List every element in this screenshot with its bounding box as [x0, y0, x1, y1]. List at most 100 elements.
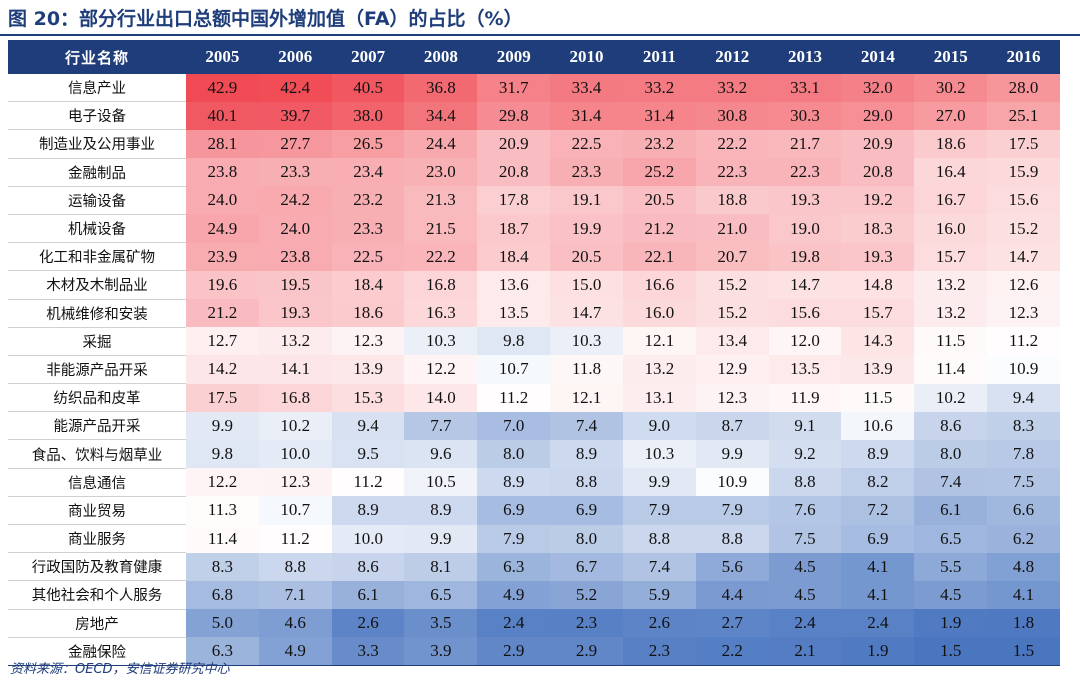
row-label: 能源产品开采: [8, 411, 186, 441]
heat-cell: 21.0: [695, 214, 769, 243]
heat-cell: 8.9: [550, 439, 623, 469]
heat-cell: 22.5: [331, 242, 405, 271]
heat-cell: 15.0: [550, 270, 623, 299]
heat-cell: 12.0: [768, 327, 842, 356]
heat-cell: 17.5: [987, 129, 1060, 159]
heat-cell: 1.9: [841, 637, 915, 666]
heat-cell: 12.1: [550, 383, 623, 412]
heat-cell: 11.2: [477, 383, 551, 412]
heat-cell: 38.0: [331, 101, 405, 130]
row-label: 信息产业: [8, 74, 186, 103]
heat-cell: 23.8: [186, 158, 259, 187]
heat-cell: 19.3: [768, 186, 842, 215]
row-label: 金融保险: [8, 637, 186, 666]
heat-cell: 16.3: [404, 299, 478, 328]
heat-cell: 40.1: [186, 101, 259, 130]
heat-cell: 15.2: [987, 214, 1060, 243]
row-label: 商业服务: [8, 524, 186, 554]
heat-cell: 9.8: [186, 439, 259, 469]
heat-cell: 8.9: [331, 496, 405, 525]
row-label: 金融制品: [8, 158, 186, 187]
heat-cell: 9.8: [477, 327, 551, 356]
table-row: 金融保险 6.3 4.9 3.3 3.9 2.9 2.9 2.3 2.2 2.1 1.9 1.5 1.5: [8, 637, 1060, 666]
heat-cell: 40.5: [331, 74, 405, 102]
heat-cell: 18.6: [914, 129, 988, 159]
heat-cell: 5.0: [186, 609, 259, 638]
heat-cell: 7.7: [404, 411, 478, 440]
heat-cell: 7.9: [695, 496, 769, 525]
heat-cell: 15.2: [695, 299, 769, 328]
table-row: 能源产品开采 9.9 10.2 9.4 7.7 7.0 7.4 9.0 8.7 9.1 10.6 8.…: [8, 411, 1060, 441]
table-row: 行政国防及教育健康 8.3 8.8 8.6 8.1 6.3 6.7 7.4 5.6 4.5 4.1 5…: [8, 552, 1060, 582]
header-year: 2009: [477, 40, 551, 74]
heat-cell: 18.7: [477, 214, 551, 243]
heat-cell: 4.9: [258, 637, 332, 666]
heat-cell: 13.1: [622, 383, 696, 412]
heat-cell: 5.6: [695, 552, 769, 581]
heat-cell: 34.4: [404, 101, 478, 130]
heat-cell: 24.0: [258, 214, 332, 243]
heat-cell: 31.4: [622, 101, 696, 130]
row-label: 房地产: [8, 609, 186, 638]
heat-cell: 8.9: [841, 439, 915, 469]
heat-cell: 13.2: [914, 299, 988, 328]
heat-cell: 23.4: [331, 158, 405, 187]
heat-cell: 4.6: [258, 609, 332, 638]
table-row: 采掘 12.7 13.2 12.3 10.3 9.8 10.3 12.1 13.4 12.0 14.…: [8, 327, 1060, 356]
heat-cell: 8.8: [695, 524, 769, 553]
heat-cell: 12.7: [186, 327, 259, 356]
heat-cell: 21.3: [404, 186, 478, 215]
heat-cell: 9.9: [404, 524, 478, 553]
heat-cell: 42.4: [258, 74, 332, 102]
heat-cell: 12.2: [404, 355, 478, 384]
heat-cell: 8.8: [768, 468, 842, 497]
heat-cell: 7.1: [258, 580, 332, 610]
title-rule: [0, 34, 1080, 36]
row-label: 信息通信: [8, 468, 186, 497]
heat-cell: 39.7: [258, 101, 332, 130]
heat-cell: 4.9: [477, 580, 551, 610]
heat-cell: 33.2: [695, 74, 769, 102]
heat-cell: 11.5: [914, 327, 988, 356]
heat-cell: 10.5: [404, 468, 478, 497]
heat-cell: 29.8: [477, 101, 551, 130]
heat-cell: 17.8: [477, 186, 551, 215]
heat-cell: 23.2: [622, 129, 696, 159]
heat-cell: 10.2: [258, 411, 332, 440]
heat-cell: 8.6: [331, 552, 405, 581]
heat-cell: 8.2: [841, 468, 915, 497]
heat-cell: 8.3: [186, 552, 259, 581]
heat-cell: 10.7: [477, 355, 551, 384]
heat-cell: 7.4: [550, 411, 623, 440]
table-row: 其他社会和个人服务 6.8 7.1 6.1 6.5 4.9 5.2 5.9 4.4 4.5 4.1 4…: [8, 580, 1060, 610]
heat-cell: 31.4: [550, 101, 623, 130]
heat-cell: 24.9: [186, 214, 259, 243]
heat-cell: 23.0: [404, 158, 478, 187]
table-row: 制造业及公用事业 28.1 27.7 26.5 24.4 20.9 22.5 23.2 22.2…: [8, 129, 1060, 159]
heat-cell: 10.3: [404, 327, 478, 356]
header-year: 2012: [695, 40, 769, 74]
heat-cell: 11.9: [768, 383, 842, 412]
heat-cell: 7.0: [477, 411, 551, 440]
row-label: 电子设备: [8, 101, 186, 131]
header-year: 2008: [404, 40, 478, 74]
heat-cell: 14.2: [186, 355, 259, 384]
heat-cell: 6.9: [841, 524, 915, 553]
heat-cell: 21.2: [622, 214, 696, 243]
heat-cell: 11.4: [914, 355, 988, 384]
heat-cell: 20.7: [695, 242, 769, 271]
heat-cell: 13.2: [622, 355, 696, 384]
heat-cell: 6.9: [550, 496, 623, 525]
table-row: 木材及木制品业 19.6 19.5 18.4 16.8 13.6 15.0 16.6 15.2 1…: [8, 270, 1060, 300]
heat-cell: 7.9: [622, 496, 696, 525]
heat-cell: 30.8: [695, 101, 769, 130]
heat-cell: 13.9: [841, 355, 915, 384]
heat-cell: 23.9: [186, 242, 259, 271]
heat-cell: 19.1: [550, 186, 623, 215]
heat-cell: 16.8: [258, 383, 332, 412]
heat-cell: 3.3: [331, 637, 405, 666]
heat-cell: 25.1: [987, 101, 1060, 130]
heat-cell: 17.5: [186, 383, 259, 412]
heat-cell: 12.2: [186, 468, 259, 497]
heat-cell: 9.6: [404, 439, 478, 469]
